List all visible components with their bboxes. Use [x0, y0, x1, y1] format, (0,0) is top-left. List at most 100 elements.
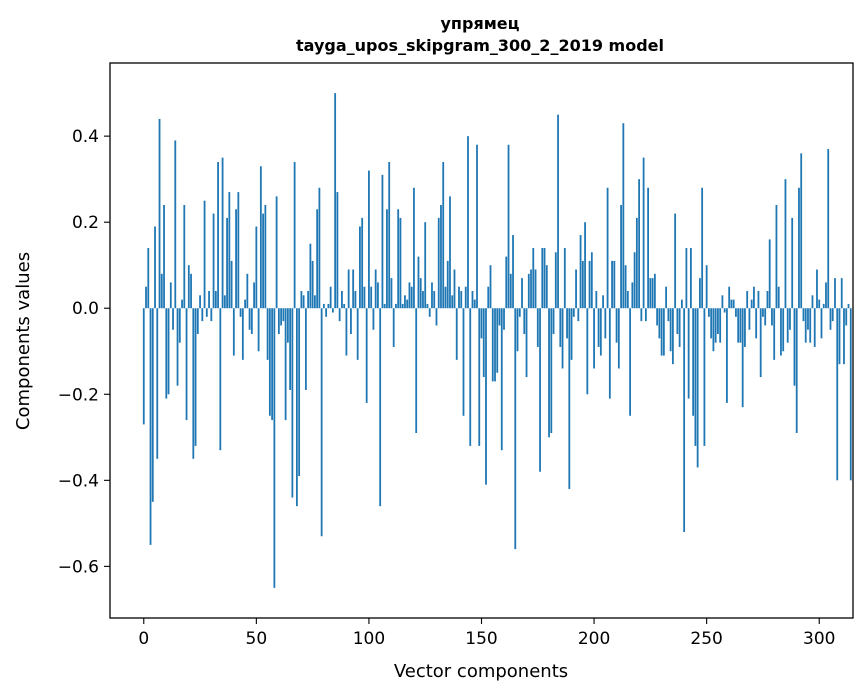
bar [390, 278, 393, 309]
bar [208, 291, 210, 309]
bar [676, 308, 679, 335]
bar [368, 170, 370, 309]
bar [667, 308, 670, 322]
bar [649, 278, 652, 309]
bar [253, 282, 255, 309]
bar [730, 299, 733, 309]
bar [336, 192, 339, 309]
bar [257, 308, 260, 352]
bar [255, 226, 258, 309]
bar [482, 308, 485, 378]
bar [199, 295, 201, 309]
bar [620, 204, 622, 309]
bar [275, 196, 278, 309]
bar [692, 308, 695, 416]
bar [568, 308, 571, 489]
bar [406, 299, 409, 309]
bar [473, 299, 476, 309]
bar [280, 308, 283, 326]
bar [151, 308, 154, 502]
bar [766, 291, 769, 309]
bar [723, 308, 726, 313]
bar [167, 308, 170, 395]
bar [350, 308, 352, 335]
bar [160, 273, 163, 309]
bar [232, 308, 235, 356]
bar [581, 260, 584, 309]
x-axis-ticks: 0 50 100 150 200 250 300 [138, 618, 835, 649]
bar [455, 308, 458, 360]
bar [604, 308, 607, 339]
y-axis-label: Components values [13, 252, 34, 430]
bar [845, 308, 848, 326]
bar [644, 308, 647, 322]
bar [372, 308, 375, 330]
bar [545, 265, 548, 309]
bar [757, 291, 760, 309]
bar [359, 226, 361, 309]
bar [370, 286, 373, 309]
bar [381, 174, 384, 309]
bar [804, 308, 807, 343]
bar [156, 308, 159, 459]
bar [746, 291, 749, 309]
bar [298, 308, 301, 477]
bar [680, 299, 683, 309]
bar [183, 204, 186, 309]
bar [451, 295, 454, 309]
bar [793, 308, 796, 386]
bar [608, 308, 611, 399]
bar [602, 295, 604, 309]
bar [500, 308, 503, 451]
bar [239, 308, 242, 317]
bar [185, 308, 188, 421]
bar [327, 303, 330, 309]
y-tick-label: 0.4 [72, 127, 99, 147]
bar [476, 144, 478, 309]
bar [316, 209, 319, 309]
bar [595, 291, 598, 309]
y-tick-label: −0.6 [58, 557, 99, 577]
x-tick-label: 250 [690, 629, 722, 649]
bar [408, 282, 411, 309]
bar [773, 308, 776, 360]
bar [566, 308, 568, 339]
bar [309, 243, 312, 309]
bar [485, 308, 487, 485]
bar [811, 295, 814, 309]
bar [259, 166, 262, 309]
bar [388, 161, 391, 309]
x-tick-label: 50 [246, 629, 268, 649]
bar [282, 308, 285, 322]
bar [732, 299, 735, 309]
bar [277, 308, 280, 335]
bar [536, 308, 539, 347]
bar [777, 286, 780, 309]
bar [771, 308, 773, 326]
bar [735, 308, 737, 317]
bar [422, 291, 424, 309]
bar [399, 217, 402, 309]
bar [687, 308, 690, 399]
bar [365, 308, 368, 403]
bar [289, 308, 292, 390]
bar [464, 286, 467, 309]
bar [426, 303, 429, 309]
bar [210, 308, 213, 322]
bar [800, 153, 803, 309]
bar [440, 204, 442, 309]
bar [638, 179, 641, 309]
bar [516, 308, 519, 352]
bar [818, 299, 821, 309]
bar [575, 269, 577, 309]
bar [557, 114, 559, 309]
bar [286, 308, 289, 343]
bar [223, 295, 226, 309]
bar [444, 286, 447, 309]
bar [273, 308, 276, 588]
bar [419, 278, 422, 309]
bar [338, 308, 341, 322]
bar [147, 248, 150, 309]
bar [149, 308, 152, 545]
bar [446, 260, 449, 309]
